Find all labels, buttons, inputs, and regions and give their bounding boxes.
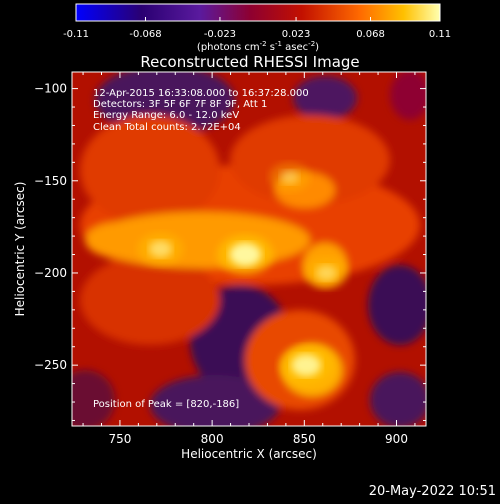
source-peak (291, 353, 322, 377)
colorbar-tick-label: -0.068 (129, 29, 161, 40)
heatmap-image (72, 72, 426, 426)
dim-region (390, 72, 426, 120)
dim-region (150, 375, 280, 426)
emission-band (230, 115, 390, 205)
bright-region (85, 222, 155, 258)
chart-title: Reconstructed RHESSI Image (140, 53, 359, 71)
y-tick-label: −100 (34, 82, 67, 96)
dim-region (370, 372, 426, 426)
y-axis-label: Heliocentric Y (arcsec) (13, 182, 27, 317)
source-peak (315, 265, 337, 281)
colorbar-units: (photons cm-2 s-1 asec-2) (197, 40, 319, 53)
colorbar-tick-label: 0.11 (429, 29, 451, 40)
annotation-block: 12-Apr-2015 16:33:08.000 to 16:37:28.000… (93, 88, 309, 133)
source-peaks (137, 162, 349, 385)
annotation-detectors: Detectors: 3F 5F 6F 7F 8F 9F, Att 1 (93, 99, 267, 110)
annotation-energy: Energy Range: 6.0 - 12.0 keV (93, 110, 239, 121)
annotation-clean: Clean Total counts: 2.72E+04 (93, 122, 241, 133)
emission-band (80, 115, 220, 225)
source-peak (280, 170, 300, 185)
x-tick-label: 800 (201, 432, 224, 446)
y-tick-label: −150 (34, 174, 67, 188)
dim-region (368, 265, 426, 345)
source-peak (229, 242, 262, 267)
dim-region (293, 76, 357, 120)
dim-region (72, 370, 115, 426)
x-axis: 750 800 850 900 (82, 72, 416, 446)
colorbar-tick-label: -0.11 (63, 29, 89, 40)
colorbar-tick-label: -0.023 (204, 29, 236, 40)
emission-band (80, 255, 220, 345)
y-tick-label: −250 (34, 358, 67, 372)
y-axis: −100 −150 −200 −250 (34, 82, 426, 421)
x-axis-label: Heliocentric X (arcsec) (181, 447, 317, 461)
x-tick-label: 850 (293, 432, 316, 446)
colorbar-tick-label: 0.023 (282, 29, 311, 40)
peak-position-label: Position of Peak = [820,-186] (93, 399, 239, 410)
x-tick-label: 900 (385, 432, 408, 446)
x-tick-label: 750 (108, 432, 131, 446)
footer-timestamp: 20-May-2022 10:51 (369, 484, 496, 499)
y-tick-label: −200 (34, 266, 67, 280)
colorbar-ticks: -0.11 -0.068 -0.023 0.023 0.068 0.11 (63, 17, 451, 40)
colorbar-tick-label: 0.068 (356, 29, 385, 40)
annotation-time: 12-Apr-2015 16:33:08.000 to 16:37:28.000 (93, 88, 309, 99)
colorbar (75, 3, 441, 22)
source-peak (148, 240, 173, 258)
